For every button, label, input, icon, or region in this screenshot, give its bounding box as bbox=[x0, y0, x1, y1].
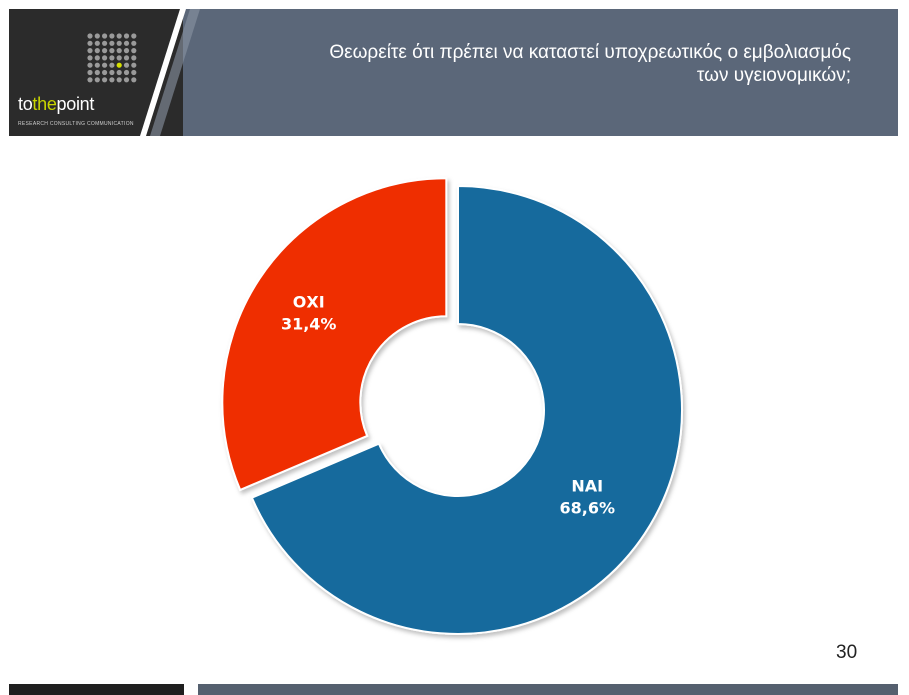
logo-dot bbox=[94, 62, 100, 68]
footer-dark-bar bbox=[9, 684, 184, 695]
logo-dot bbox=[87, 69, 93, 76]
header-slash-decoration bbox=[140, 9, 200, 136]
logo-dot bbox=[116, 33, 122, 39]
logo-dot bbox=[116, 62, 122, 68]
logo-dot bbox=[131, 40, 137, 46]
logo-dot bbox=[94, 77, 100, 83]
logo-dot bbox=[87, 40, 93, 46]
logo-dot bbox=[94, 55, 100, 61]
slice-label-nai: ΝΑΙ bbox=[571, 477, 603, 496]
brand-tagline: RESEARCH CONSULTING COMMUNICATION bbox=[18, 121, 134, 127]
logo-dot bbox=[109, 55, 115, 61]
slice-value-nai: 68,6% bbox=[560, 499, 616, 518]
logo-dot bbox=[109, 77, 115, 83]
logo-dot bbox=[116, 69, 122, 76]
logo-dot bbox=[87, 77, 93, 83]
logo-dot bbox=[116, 40, 122, 46]
logo-dot bbox=[131, 77, 137, 83]
logo-dot bbox=[116, 77, 122, 83]
slice-label-oxi: ΟΧΙ bbox=[293, 292, 325, 311]
logo-dot bbox=[102, 40, 108, 46]
logo-dot bbox=[123, 55, 130, 61]
logo-dot bbox=[109, 40, 115, 46]
slice-value-oxi: 31,4% bbox=[281, 314, 337, 333]
slice-nai bbox=[250, 184, 683, 635]
logo-dot bbox=[102, 77, 108, 83]
page-title: Θεωρείτε ότι πρέπει να καταστεί υποχρεωτ… bbox=[251, 41, 851, 87]
logo-dot bbox=[123, 40, 130, 46]
logo-dot bbox=[102, 55, 108, 61]
logo-dot bbox=[102, 69, 108, 76]
logo-dot bbox=[109, 48, 115, 54]
logo-dot bbox=[116, 48, 122, 54]
logo-dot bbox=[109, 33, 115, 39]
logo-dot bbox=[131, 62, 137, 68]
logo-dot bbox=[123, 62, 130, 68]
logo-dot bbox=[94, 48, 100, 54]
logo-dot bbox=[109, 62, 115, 68]
logo-dot bbox=[94, 69, 100, 76]
logo-dot-grid-icon bbox=[87, 33, 137, 83]
logo-dot bbox=[102, 62, 108, 68]
footer-slate-bar bbox=[198, 684, 898, 695]
brand-logo: tothepoint bbox=[18, 94, 95, 114]
logo-dot bbox=[102, 48, 108, 54]
logo-dot bbox=[94, 40, 100, 46]
logo-dot bbox=[94, 33, 100, 39]
logo-dot bbox=[123, 69, 130, 76]
title-line-1: Θεωρείτε ότι πρέπει να καταστεί υποχρεωτ… bbox=[329, 42, 851, 63]
logo-dot bbox=[87, 62, 93, 68]
logo-dot bbox=[131, 48, 137, 54]
logo-dot bbox=[87, 55, 93, 61]
title-line-2: των υγειονομικών; bbox=[696, 65, 851, 86]
page-number: 30 bbox=[836, 642, 858, 663]
logo-dot bbox=[116, 55, 122, 61]
logo-dot bbox=[123, 77, 130, 83]
logo-dot bbox=[131, 69, 137, 76]
slice-oxi bbox=[221, 177, 448, 492]
logo-dot bbox=[109, 69, 115, 76]
logo-dot bbox=[87, 33, 93, 39]
logo-dot bbox=[131, 33, 137, 39]
logo-dot bbox=[123, 48, 130, 54]
logo-dot bbox=[131, 55, 137, 61]
logo-dot bbox=[87, 48, 93, 54]
logo-dot bbox=[102, 33, 108, 39]
logo-dot bbox=[123, 33, 130, 39]
top-strip bbox=[0, 0, 909, 8]
